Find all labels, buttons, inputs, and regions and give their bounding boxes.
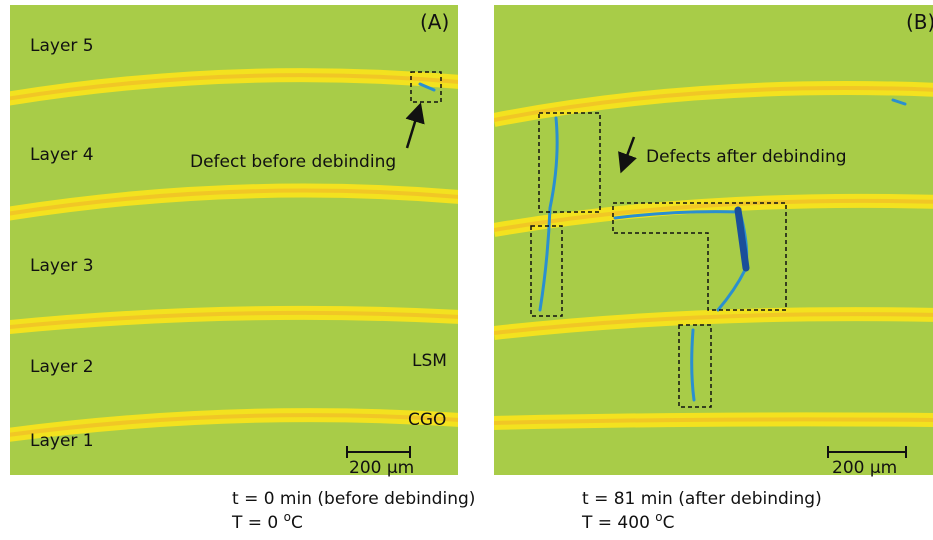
caption-temperature: T = 400 oC xyxy=(581,510,675,533)
caption-time: t = 0 min (before debinding) xyxy=(232,489,475,509)
layer-label: Layer 2 xyxy=(30,357,94,377)
scale-label: 200 μm xyxy=(349,458,414,478)
layer-label: Layer 3 xyxy=(30,256,94,276)
figure: (A) Layer 5 Layer 4 Layer 3 Layer 2 Laye… xyxy=(0,0,933,540)
layer-label: Layer 4 xyxy=(30,145,94,165)
material-label: CGO xyxy=(408,410,446,430)
panel-label: (A) xyxy=(420,10,449,34)
text: T = 400 xyxy=(581,513,655,533)
panel-label: (B) xyxy=(906,10,933,34)
caption-time: t = 81 min (after debinding) xyxy=(582,489,822,509)
layer-label: Layer 5 xyxy=(30,36,94,56)
micrograph-a xyxy=(0,5,460,475)
caption-temperature: T = 0 oC xyxy=(231,510,303,533)
text: C xyxy=(291,513,303,533)
superscript: o xyxy=(284,510,291,524)
superscript: o xyxy=(655,510,662,524)
layer-label: Layer 1 xyxy=(30,431,94,451)
annotation: Defect before debinding xyxy=(190,152,396,172)
annotation: Defects after debinding xyxy=(646,147,847,167)
text: C xyxy=(663,513,675,533)
material-label: LSM xyxy=(412,351,447,371)
text: T = 0 xyxy=(231,513,284,533)
micrograph-b xyxy=(494,5,933,475)
scale-label: 200 μm xyxy=(832,458,897,478)
